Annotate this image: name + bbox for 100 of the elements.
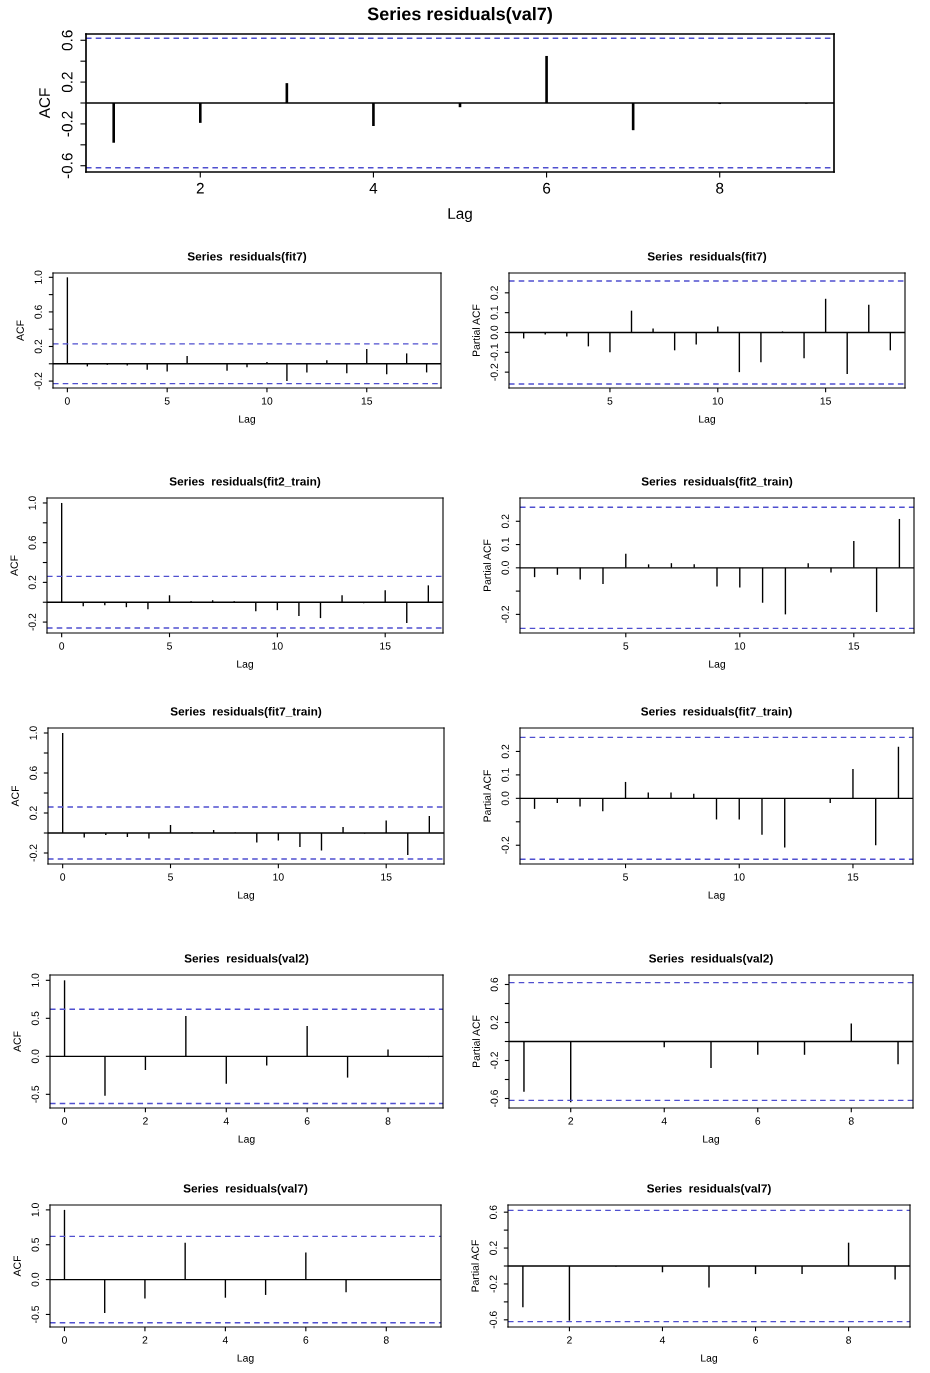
x-axis-title: Lag — [699, 415, 716, 425]
x-tick-label: 15 — [380, 642, 391, 650]
x-tick-label: 8 — [716, 182, 724, 194]
chart-title: Series residuals(fit2_train) — [641, 476, 793, 488]
y-axis-title: ACF — [39, 88, 50, 119]
y-tick-label: 1.0 — [31, 973, 39, 987]
y-axis-title: ACF — [13, 1256, 21, 1277]
x-tick-label: 4 — [222, 1336, 228, 1344]
y-tick-label: 0.6 — [489, 1205, 497, 1220]
y-tick-label: -0.5 — [31, 1085, 39, 1103]
x-tick-label: 0 — [61, 1336, 67, 1344]
y-tick-label: -0.2 — [28, 613, 36, 631]
chart-title: Series residuals(val7) — [647, 1183, 771, 1195]
x-tick-label: 4 — [659, 1336, 666, 1344]
y-tick-label: 0.2 — [61, 72, 73, 93]
x-tick-label: 4 — [369, 182, 378, 194]
y-tick-label: -0.2 — [501, 605, 509, 623]
y-tick-label: 0.2 — [489, 1241, 497, 1255]
y-tick-label: 1.0 — [28, 496, 36, 510]
y-axis-title: Partial ACF — [483, 539, 491, 591]
y-tick-label: 0.0 — [31, 1272, 39, 1287]
y-tick-label: 0.2 — [28, 575, 36, 590]
chart-title: Series residuals(val7) — [367, 7, 552, 24]
y-tick-label: 0.0 — [501, 560, 509, 575]
x-tick-label: 15 — [847, 873, 859, 881]
x-tick-label: 2 — [143, 1117, 148, 1125]
x-tick-label: 5 — [623, 873, 628, 881]
x-axis-title: Lag — [237, 660, 254, 670]
y-tick-label: -0.5 — [31, 1305, 39, 1323]
x-tick-label: 5 — [623, 642, 629, 650]
x-tick-label: 5 — [168, 873, 173, 881]
y-tick-label: -0.2 — [489, 1275, 497, 1293]
y-tick-label: 0.6 — [28, 535, 36, 550]
y-axis-title: ACF — [11, 786, 19, 807]
y-tick-label: -0.6 — [61, 153, 73, 179]
x-tick-label: 5 — [167, 642, 172, 650]
y-tick-label: -0.2 — [29, 844, 37, 862]
x-axis-title: Lag — [708, 891, 725, 901]
x-axis-title: Lag — [701, 1354, 718, 1364]
y-tick-label: 0.6 — [61, 30, 73, 51]
x-tick-label: 8 — [846, 1336, 852, 1344]
x-tick-label: 2 — [142, 1336, 148, 1344]
y-tick-label: 1.0 — [34, 270, 42, 284]
y-tick-label: 0.1 — [501, 537, 509, 552]
x-tick-label: 0 — [60, 873, 66, 881]
x-tick-label: 4 — [661, 1117, 667, 1125]
y-tick-label: 0.5 — [31, 1011, 39, 1026]
y-tick-label: 0.2 — [501, 744, 509, 759]
x-tick-label: 10 — [734, 873, 745, 881]
x-tick-label: 10 — [734, 642, 746, 650]
chart-title: Series residuals(fit7_train) — [641, 706, 792, 718]
x-tick-label: 10 — [261, 397, 273, 405]
x-tick-label: 2 — [567, 1336, 572, 1344]
x-axis-title: Lag — [709, 660, 726, 670]
chart-title: Series residuals(fit7_train) — [170, 706, 322, 718]
chart-title: Series residuals(val2) — [649, 953, 773, 965]
y-axis-title: ACF — [13, 1031, 21, 1052]
chart-title: Series residuals(val2) — [184, 953, 309, 965]
y-tick-label: 0.1 — [490, 305, 498, 320]
x-tick-label: 5 — [607, 397, 613, 405]
y-tick-label: 0.0 — [31, 1049, 39, 1064]
x-tick-label: 15 — [820, 397, 831, 405]
y-axis-title: Partial ACF — [471, 1240, 479, 1292]
y-tick-label: -0.1 — [490, 343, 498, 361]
y-tick-label: 1.0 — [31, 1203, 39, 1217]
y-tick-label: 0.0 — [501, 791, 509, 806]
x-tick-label: 2 — [568, 1117, 574, 1125]
y-axis-title: ACF — [10, 555, 18, 576]
x-tick-label: 15 — [361, 397, 373, 405]
x-tick-label: 5 — [164, 397, 170, 405]
y-tick-label: 0.2 — [501, 514, 509, 529]
y-tick-label: -0.2 — [501, 836, 509, 854]
y-tick-label: 0.2 — [29, 806, 37, 820]
x-tick-label: 0 — [59, 642, 65, 650]
y-axis-title: Partial ACF — [472, 304, 480, 356]
x-tick-label: 6 — [755, 1117, 761, 1125]
x-tick-label: 6 — [753, 1336, 758, 1344]
chart-title: Series residuals(fit7) — [187, 251, 307, 263]
y-tick-label: 1.0 — [29, 726, 37, 740]
x-tick-label: 0 — [62, 1117, 68, 1125]
x-tick-label: 8 — [385, 1117, 391, 1125]
x-tick-label: 2 — [196, 182, 204, 194]
x-tick-label: 8 — [848, 1117, 854, 1125]
x-tick-label: 10 — [273, 873, 284, 881]
y-tick-label: -0.2 — [490, 363, 498, 381]
y-tick-label: 0.6 — [490, 977, 498, 992]
x-axis-title: Lag — [238, 1135, 255, 1145]
x-tick-label: 15 — [381, 873, 392, 881]
y-tick-label: -0.2 — [34, 372, 42, 390]
x-tick-label: 0 — [64, 397, 70, 405]
x-tick-label: 4 — [223, 1117, 229, 1125]
x-tick-label: 6 — [304, 1117, 310, 1125]
y-axis-title: Partial ACF — [472, 1015, 480, 1067]
y-axis-title: Partial ACF — [483, 770, 491, 822]
y-tick-label: 0.2 — [490, 286, 498, 300]
x-axis-title: Lag — [238, 891, 255, 901]
y-tick-label: 0.1 — [501, 768, 509, 782]
x-axis-title: Lag — [237, 1354, 254, 1364]
x-axis-title: Lag — [448, 208, 472, 223]
x-tick-label: 10 — [712, 397, 724, 405]
